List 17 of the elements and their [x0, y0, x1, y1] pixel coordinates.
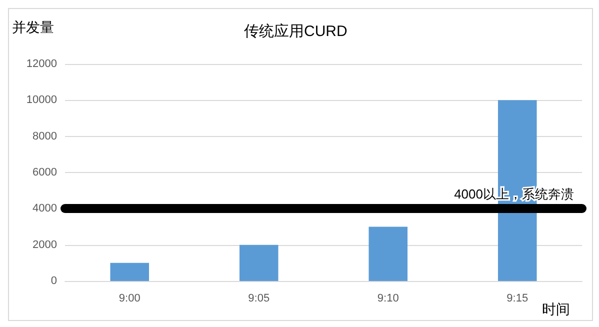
x-tick-label: 9:00 [118, 292, 140, 304]
y-tick-label: 8000 [32, 130, 57, 142]
y-tick-label: 2000 [32, 238, 57, 251]
y-tick-label: 4000 [32, 202, 57, 215]
x-tick-label: 9:10 [377, 292, 399, 304]
y-axis-title: 并发量 [12, 19, 54, 35]
chart-title: 传统应用CURD [244, 23, 348, 40]
x-tick-label: 9:05 [248, 292, 270, 304]
y-tick-label: 0 [50, 275, 57, 287]
x-tick-label: 9:15 [506, 292, 528, 304]
bar [368, 226, 408, 281]
y-tick-label: 12000 [26, 58, 57, 70]
x-axis-title: 时间 [542, 301, 570, 317]
y-tick-label: 6000 [32, 166, 57, 178]
y-tick-label: 10000 [26, 94, 57, 106]
bar [239, 244, 278, 281]
bar [110, 262, 150, 281]
